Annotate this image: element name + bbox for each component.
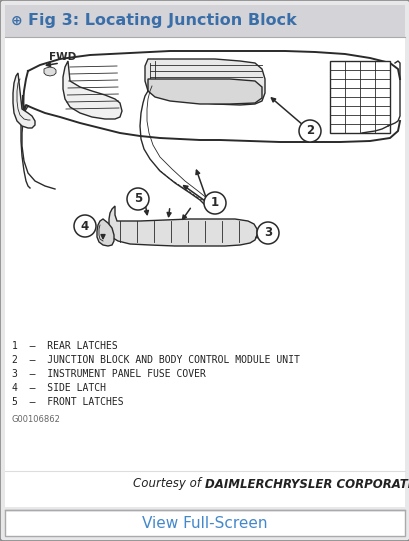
Polygon shape — [13, 73, 35, 128]
Text: FWD: FWD — [49, 52, 76, 62]
Bar — [5, 37, 404, 507]
Circle shape — [127, 188, 148, 210]
Circle shape — [204, 192, 225, 214]
Text: 1: 1 — [210, 196, 218, 209]
Text: Courtesy of: Courtesy of — [133, 478, 204, 491]
Text: Fig 3: Locating Junction Block: Fig 3: Locating Junction Block — [28, 14, 296, 29]
Text: 5  –  FRONT LATCHES: 5 – FRONT LATCHES — [12, 397, 124, 407]
Polygon shape — [97, 219, 114, 246]
Text: View Full-Screen: View Full-Screen — [142, 516, 267, 531]
Circle shape — [256, 222, 278, 244]
Text: 3  –  INSTRUMENT PANEL FUSE COVER: 3 – INSTRUMENT PANEL FUSE COVER — [12, 369, 205, 379]
Polygon shape — [145, 59, 264, 105]
Polygon shape — [148, 79, 261, 104]
Text: G00106862: G00106862 — [12, 414, 61, 424]
Text: 5: 5 — [134, 193, 142, 206]
Text: DAIMLERCHRYSLER CORPORATION: DAIMLERCHRYSLER CORPORATION — [204, 478, 409, 491]
Bar — [5, 5, 404, 37]
Polygon shape — [329, 61, 389, 133]
Bar — [5, 510, 404, 536]
Text: 3: 3 — [263, 227, 272, 240]
Polygon shape — [44, 67, 56, 76]
Polygon shape — [109, 206, 256, 246]
Text: 2  –  JUNCTION BLOCK AND BODY CONTROL MODULE UNIT: 2 – JUNCTION BLOCK AND BODY CONTROL MODU… — [12, 355, 299, 365]
Polygon shape — [63, 61, 122, 119]
Circle shape — [298, 120, 320, 142]
Text: ⊕: ⊕ — [11, 14, 23, 28]
Circle shape — [74, 215, 96, 237]
Text: 1  –  REAR LATCHES: 1 – REAR LATCHES — [12, 341, 117, 351]
Text: 4  –  SIDE LATCH: 4 – SIDE LATCH — [12, 383, 106, 393]
Text: 4: 4 — [81, 220, 89, 233]
Text: 2: 2 — [305, 124, 313, 137]
